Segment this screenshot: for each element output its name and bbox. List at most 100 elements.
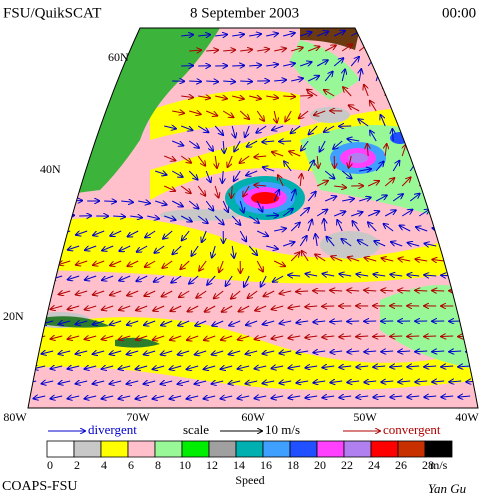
wind-arrow — [381, 290, 394, 291]
wind-arrow — [390, 366, 403, 367]
wind-arrow — [373, 396, 386, 397]
wind-arrow — [279, 381, 292, 383]
wind-arrow — [477, 44, 478, 52]
wind-arrow — [435, 30, 446, 37]
wind-arrow — [119, 366, 131, 369]
wind-arrow — [228, 155, 233, 167]
wind-arrow — [443, 73, 453, 82]
wind-arrow — [254, 396, 267, 398]
legend-convergent: convergent — [383, 422, 441, 437]
wind-arrow — [364, 381, 377, 382]
wind-arrow — [246, 170, 258, 175]
wind-arrow — [469, 179, 478, 187]
wind-arrow — [161, 381, 173, 384]
wind-arrow — [195, 320, 207, 326]
wind-arrow — [426, 131, 433, 142]
colorbar-tick-label: 8 — [155, 458, 161, 472]
lat-label: 60N — [108, 50, 129, 64]
wind-arrow — [441, 396, 454, 397]
wind-arrow — [279, 351, 292, 353]
wind-arrow — [76, 261, 88, 265]
lon-label: 70W — [126, 410, 150, 424]
wind-arrow — [441, 336, 454, 337]
wind-arrow — [256, 125, 267, 133]
wind-arrow — [28, 275, 29, 280]
legend-divergent: divergent — [88, 422, 137, 437]
wind-arrow — [322, 336, 335, 337]
wind-arrow — [359, 169, 371, 171]
wind-arrow — [223, 140, 224, 153]
wind-arrow — [119, 305, 131, 310]
wind-arrow — [231, 290, 241, 299]
colorbar-tick-label: 6 — [128, 458, 134, 472]
wind-arrow — [221, 366, 233, 369]
wind-arrow — [368, 211, 379, 217]
wind-arrow — [285, 110, 292, 121]
wind-arrow — [45, 215, 57, 216]
wind-arrow — [51, 336, 63, 339]
wind-arrow — [240, 200, 243, 213]
wind-arrow — [215, 34, 227, 36]
wind-arrow — [240, 81, 252, 82]
colorbar-tick-label: 16 — [260, 458, 272, 472]
wind-arrow — [215, 155, 217, 168]
wind-arrow — [68, 366, 80, 369]
wind-arrow — [272, 306, 284, 309]
wind-arrow — [119, 275, 131, 281]
wind-arrow — [435, 87, 444, 97]
wind-arrow — [469, 210, 478, 217]
colorbar-swatch — [262, 440, 291, 458]
colorbar-swatch — [370, 440, 399, 458]
wind-arrow — [382, 258, 394, 261]
wind-arrow — [415, 351, 428, 352]
wind-arrow — [343, 87, 352, 97]
lat-label: 40N — [40, 162, 61, 176]
wind-arrow — [339, 366, 352, 367]
wind-arrow — [441, 244, 454, 246]
wind-arrow — [170, 366, 182, 369]
wind-arrow — [28, 245, 29, 250]
wind-arrow — [59, 261, 71, 265]
wind-arrow — [127, 321, 139, 325]
wind-arrow — [296, 381, 309, 383]
wind-arrow — [181, 96, 193, 97]
wind-arrow — [51, 366, 63, 369]
wind-arrow — [289, 151, 301, 157]
colorbar-swatch — [289, 440, 318, 458]
wind-arrow — [441, 366, 454, 367]
wind-arrow — [246, 320, 258, 325]
wind-arrow — [34, 306, 46, 309]
wind-arrow — [234, 140, 241, 151]
wind-arrow — [34, 246, 46, 249]
wind-arrow — [248, 290, 258, 298]
wind-arrow — [261, 275, 267, 287]
wind-arrow — [398, 351, 411, 352]
wind-arrow — [153, 366, 165, 369]
wind-arrow — [212, 351, 224, 355]
wind-arrow — [322, 396, 335, 398]
wind-arrow — [102, 336, 114, 339]
wind-arrow — [432, 260, 445, 261]
wind-arrow — [373, 274, 386, 276]
wind-arrow — [189, 111, 201, 114]
colorbar-swatch — [343, 440, 372, 458]
wind-arrow — [469, 89, 478, 97]
wind-arrow — [191, 245, 199, 256]
wind-arrow — [443, 163, 453, 172]
wind-arrow — [392, 70, 398, 82]
wind-arrow — [197, 185, 205, 196]
wind-arrow — [164, 155, 175, 160]
wind-arrow — [424, 366, 437, 367]
wind-arrow — [187, 366, 199, 369]
wind-arrow — [244, 275, 250, 287]
wind-arrow — [458, 245, 471, 246]
wind-arrow — [232, 96, 244, 99]
wind-arrow — [274, 228, 286, 231]
wind-arrow — [85, 276, 97, 280]
wind-arrow — [110, 290, 122, 295]
wind-arrow — [416, 227, 428, 232]
wind-arrow — [263, 351, 275, 354]
wind-arrow — [59, 291, 71, 294]
wind-arrow — [426, 162, 435, 172]
wind-arrow — [391, 242, 403, 247]
